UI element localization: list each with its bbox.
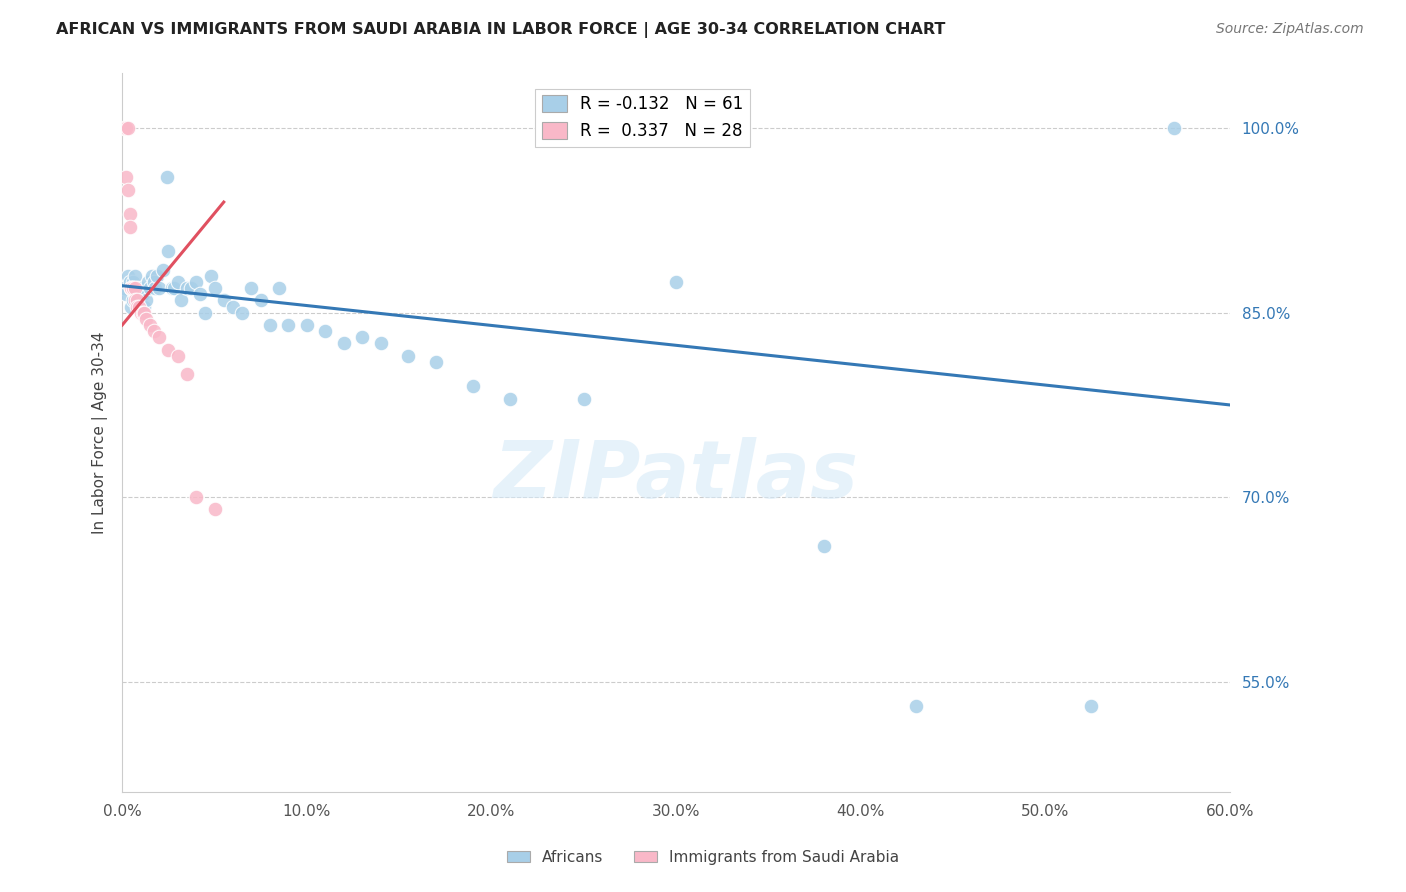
Point xyxy=(163,281,186,295)
Point xyxy=(128,293,150,308)
Point xyxy=(170,293,193,308)
Point xyxy=(129,300,152,314)
Point xyxy=(249,293,271,308)
Point xyxy=(128,300,150,314)
Point xyxy=(314,324,336,338)
Point xyxy=(139,318,162,332)
Point xyxy=(120,281,142,295)
Point xyxy=(135,311,157,326)
Point xyxy=(115,170,138,185)
Point xyxy=(157,244,180,259)
Point xyxy=(184,275,207,289)
Legend: Africans, Immigrants from Saudi Arabia: Africans, Immigrants from Saudi Arabia xyxy=(501,844,905,871)
Point xyxy=(194,306,217,320)
Point xyxy=(117,268,139,283)
Point xyxy=(122,281,145,295)
Point xyxy=(115,287,138,301)
Point xyxy=(396,349,419,363)
Text: AFRICAN VS IMMIGRANTS FROM SAUDI ARABIA IN LABOR FORCE | AGE 30-34 CORRELATION C: AFRICAN VS IMMIGRANTS FROM SAUDI ARABIA … xyxy=(56,22,946,38)
Point xyxy=(184,490,207,504)
Point xyxy=(145,281,167,295)
Point xyxy=(222,300,245,314)
Point xyxy=(134,300,156,314)
Point xyxy=(124,287,146,301)
Text: Source: ZipAtlas.com: Source: ZipAtlas.com xyxy=(1216,22,1364,37)
Point xyxy=(129,281,152,295)
Point xyxy=(1080,699,1102,714)
Point xyxy=(148,330,170,344)
Point xyxy=(129,306,152,320)
Point xyxy=(212,293,235,308)
Point xyxy=(118,275,141,289)
Point xyxy=(166,349,188,363)
Point xyxy=(155,170,177,185)
Point xyxy=(142,324,165,338)
Point xyxy=(112,121,135,136)
Point xyxy=(180,281,202,295)
Point xyxy=(665,275,688,289)
Point xyxy=(124,268,146,283)
Point xyxy=(160,281,183,295)
Point xyxy=(352,330,374,344)
Point xyxy=(461,379,484,393)
Point xyxy=(131,287,153,301)
Point xyxy=(572,392,595,406)
Point xyxy=(117,121,139,136)
Point xyxy=(166,275,188,289)
Point xyxy=(118,207,141,221)
Point xyxy=(240,281,263,295)
Point xyxy=(295,318,318,332)
Point xyxy=(122,281,145,295)
Point xyxy=(200,268,222,283)
Point xyxy=(176,281,198,295)
Point xyxy=(813,539,835,553)
Point xyxy=(277,318,299,332)
Point xyxy=(124,293,146,308)
Point xyxy=(117,183,139,197)
Point xyxy=(259,318,281,332)
Point xyxy=(120,281,142,295)
Point xyxy=(188,287,211,301)
Point xyxy=(131,306,153,320)
Point xyxy=(134,306,156,320)
Point xyxy=(125,293,148,308)
Point xyxy=(370,336,392,351)
Point xyxy=(499,392,522,406)
Point xyxy=(142,275,165,289)
Point xyxy=(122,275,145,289)
Point xyxy=(135,293,157,308)
Point xyxy=(115,121,138,136)
Point xyxy=(139,281,162,295)
Legend: R = -0.132   N = 61, R =  0.337   N = 28: R = -0.132 N = 61, R = 0.337 N = 28 xyxy=(536,88,751,146)
Point xyxy=(120,281,142,295)
Point xyxy=(112,281,135,295)
Point xyxy=(122,293,145,308)
Point xyxy=(332,336,354,351)
Point xyxy=(141,268,163,283)
Point xyxy=(231,306,253,320)
Point xyxy=(124,281,146,295)
Point xyxy=(157,343,180,357)
Text: ZIPatlas: ZIPatlas xyxy=(494,437,859,515)
Point xyxy=(425,355,447,369)
Point xyxy=(152,262,174,277)
Point xyxy=(125,281,148,295)
Point xyxy=(125,300,148,314)
Point xyxy=(118,219,141,234)
Point xyxy=(204,502,226,516)
Point xyxy=(204,281,226,295)
Point xyxy=(1163,121,1185,136)
Point xyxy=(146,268,169,283)
Point xyxy=(136,275,159,289)
Y-axis label: In Labor Force | Age 30-34: In Labor Force | Age 30-34 xyxy=(93,331,108,533)
Point xyxy=(176,368,198,382)
Point xyxy=(148,281,170,295)
Point xyxy=(120,300,142,314)
Point xyxy=(269,281,291,295)
Point xyxy=(904,699,927,714)
